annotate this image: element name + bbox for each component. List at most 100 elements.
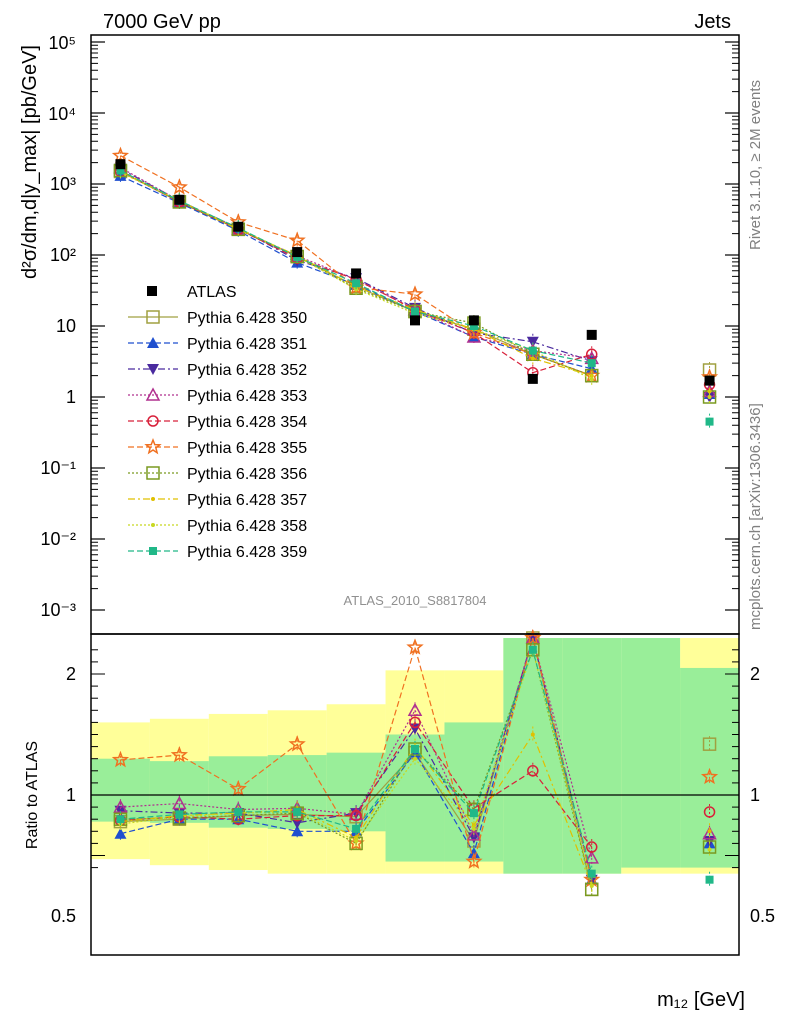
legend-label: Pythia 6.428 351	[187, 336, 307, 353]
series-pythia-6.428-359	[116, 641, 714, 888]
ratio-y-tick-label: 2	[66, 664, 76, 684]
marker-filled-square	[469, 322, 478, 330]
marker-filled-square	[116, 166, 125, 175]
marker-triangle-up	[147, 337, 159, 348]
marker-dot	[471, 826, 476, 831]
marker-filled-square	[587, 869, 596, 878]
marker-open-star	[288, 735, 306, 752]
y-tick-label: 10	[56, 316, 76, 336]
green-band-bin	[503, 638, 563, 874]
marker-dot	[530, 356, 535, 361]
y-tick-label: 10⁻¹	[40, 458, 76, 478]
ratio-y-axis-label: Ratio to ATLAS	[24, 741, 41, 849]
legend-label: Pythia 6.428 354	[187, 414, 307, 431]
y-tick-label: 10³	[50, 174, 76, 194]
y-tick-label: 10²	[50, 245, 76, 265]
y-tick-label: 10⁻³	[40, 600, 76, 620]
marker-open-star	[700, 767, 719, 785]
marker-open-star	[111, 750, 130, 768]
marker-dot	[707, 847, 712, 852]
marker-filled-square	[705, 417, 714, 426]
ratio-y-tick-label: 1	[66, 785, 76, 805]
legend-label: Pythia 6.428 350	[187, 310, 307, 327]
marker-data-square	[292, 247, 303, 258]
green-band-bin	[621, 638, 681, 868]
legend-label-atlas: ATLAS	[187, 284, 237, 301]
legend-label: Pythia 6.428 355	[187, 440, 307, 457]
marker-dot	[151, 523, 155, 527]
marker-data-square	[704, 375, 715, 386]
marker-filled-square	[293, 807, 302, 816]
legend-label: Pythia 6.428 356	[187, 466, 307, 483]
series-line	[120, 167, 592, 359]
header-left: 7000 GeV pp	[103, 11, 221, 33]
marker-triangle-up	[291, 825, 304, 837]
marker-filled-square	[411, 307, 419, 316]
marker-data-square	[174, 194, 185, 205]
marker-dot	[707, 395, 712, 399]
ratio-y-tick-label-right: 0.5	[750, 906, 775, 926]
marker-triangle-up	[114, 827, 127, 839]
marker-filled-square	[705, 875, 714, 884]
marker-dot	[589, 376, 594, 381]
legend-label: Pythia 6.428 358	[187, 518, 307, 535]
ratio-y-tick-label-right: 2	[750, 664, 760, 684]
marker-filled-square	[528, 346, 537, 355]
marker-triangle-down	[526, 336, 539, 348]
marker-dot	[707, 389, 712, 394]
marker-open-circle	[703, 806, 716, 818]
series-line	[120, 169, 592, 377]
marker-triangle-down	[291, 817, 304, 829]
series-line	[120, 170, 592, 374]
legend-label: Pythia 6.428 357	[187, 492, 307, 509]
x-axis-label: m₁₂ [GeV]	[657, 989, 745, 1011]
marker-open-star	[406, 638, 424, 655]
marker-open-circle	[147, 415, 159, 427]
series-line	[120, 170, 592, 377]
marker-data-square	[468, 315, 479, 326]
analysis-id: ATLAS_2010_S8817804	[344, 593, 487, 608]
mcplots-label: mcplots.cern.ch [arXiv:1306.3436]	[747, 403, 764, 630]
marker-filled-square	[587, 359, 596, 368]
marker-filled-square	[175, 810, 184, 819]
marker-open-star	[144, 437, 162, 455]
marker-open-circle	[585, 841, 598, 853]
marker-open-star	[288, 231, 306, 248]
rivet-label: Rivet 3.1.10, ≥ 2M events	[747, 80, 764, 250]
marker-data-square	[410, 315, 420, 326]
marker-filled-square	[116, 815, 125, 824]
main-y-axis-label: d²σ/dm,d|y_max| [pb/GeV]	[19, 45, 41, 279]
marker-filled-square	[352, 279, 361, 288]
series-pythia-6.428-354	[114, 163, 716, 393]
marker-filled-square	[352, 824, 361, 833]
marker-open-square	[702, 840, 717, 854]
marker-filled-square	[149, 547, 157, 555]
series-line	[120, 171, 592, 380]
marker-open-triangle	[145, 387, 161, 401]
marker-dot	[589, 883, 594, 888]
ratio-y-tick-label: 0.5	[51, 906, 76, 926]
marker-open-circle	[527, 765, 539, 777]
y-tick-label: 1	[66, 387, 76, 407]
marker-filled-square	[528, 645, 537, 654]
legend-label: Pythia 6.428 359	[187, 544, 307, 561]
marker-open-triangle	[584, 850, 599, 864]
marker-dot	[151, 497, 155, 501]
marker-data-square	[233, 221, 244, 232]
marker-dot	[707, 829, 712, 834]
ratio-series-group	[111, 628, 719, 898]
y-tick-label: 10⁻²	[40, 529, 76, 549]
atlas-data-points	[115, 159, 715, 386]
marker-data-square	[586, 329, 597, 340]
marker-open-triangle	[702, 826, 717, 840]
marker-data-square	[115, 159, 126, 170]
legend: ATLAS Pythia 6.428 350 Pythia 6.428 351 Pyt…	[128, 284, 307, 561]
marker-open-star	[170, 746, 188, 763]
marker-filled-square	[469, 809, 478, 818]
marker-data-square	[351, 268, 362, 279]
marker-open-circle	[350, 809, 362, 822]
marker-open-star	[406, 285, 424, 302]
marker-filled-square	[411, 745, 419, 754]
y-tick-label: 10⁴	[48, 104, 76, 124]
